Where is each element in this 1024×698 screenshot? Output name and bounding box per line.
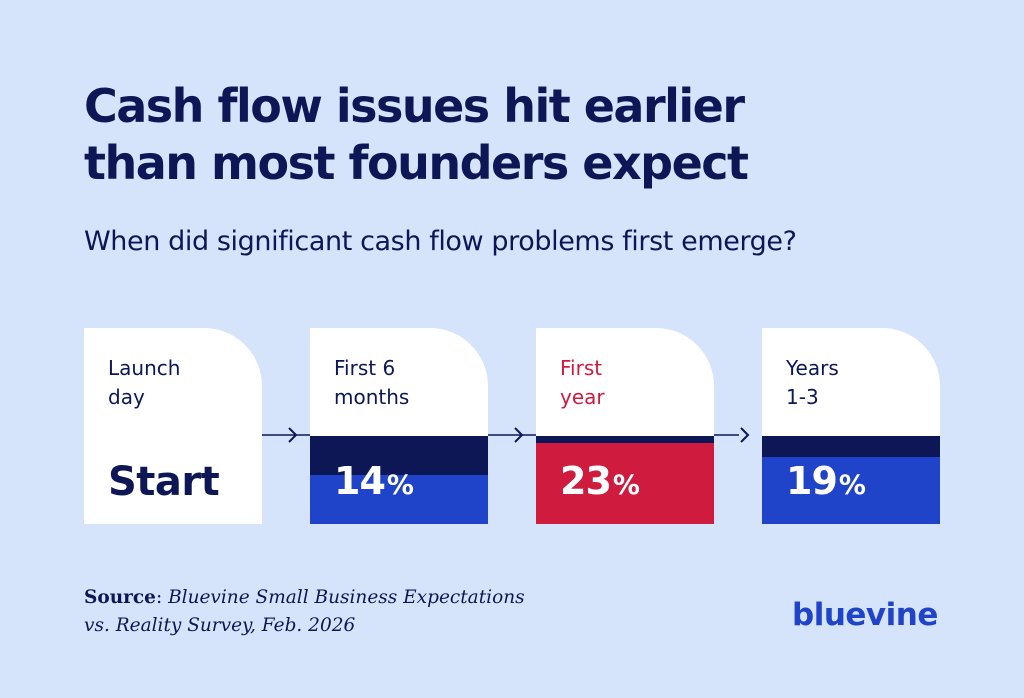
bar-value-fill (762, 457, 940, 524)
arrow-head-3 (740, 427, 750, 443)
stage-label-line: 1-3 (786, 385, 819, 409)
percent-sign: % (838, 470, 866, 501)
source-label: Source (84, 587, 156, 608)
source-separator: : (155, 587, 169, 608)
stage-label-line: First 6 (334, 356, 396, 380)
value-label: 19% (786, 459, 866, 503)
arrow-head-1 (288, 427, 298, 443)
page-title: Cash flow issues hit earlier than most f… (84, 78, 984, 192)
source-note: Source: Bluevine Small Business Expectat… (84, 584, 525, 640)
value-number: 19 (786, 459, 838, 503)
bar-value-fill (536, 443, 714, 524)
title-line-1: Cash flow issues hit earlier (84, 79, 745, 133)
stage-label: Launch day (108, 354, 180, 412)
stage-label-line: day (108, 385, 145, 409)
stage-label-line: First (560, 356, 603, 380)
value-number: 14 (334, 459, 386, 503)
start-text: Start (108, 459, 220, 505)
bar-first-year (536, 436, 714, 524)
stage-card-first-6-months: First 6 months 14% (310, 328, 488, 524)
source-line-1: Source: Bluevine Small Business Expectat… (84, 584, 525, 612)
percent-sign: % (612, 470, 640, 501)
value-label: 14% (334, 459, 414, 503)
bar-years-1-3 (762, 436, 940, 524)
stage-label-line: year (560, 385, 605, 409)
stage-label-line: Launch (108, 356, 181, 380)
percent-sign: % (386, 470, 414, 501)
stage-label-line: Years (786, 356, 839, 380)
stage-label: Years 1-3 (786, 354, 839, 412)
chart-subtitle: When did significant cash flow problems … (84, 226, 797, 257)
value-label: 23% (560, 459, 640, 503)
stage-label-line: months (334, 385, 410, 409)
source-text-2: vs. Reality Survey, Feb. 2026 (84, 615, 356, 636)
title-line-2: than most founders expect (84, 136, 749, 190)
arrow-head-2 (514, 427, 524, 443)
stage-label: First year (560, 354, 605, 412)
bluevine-logo: bluevine (792, 597, 938, 633)
bar-first-6-months (310, 436, 488, 524)
bar-value-fill (310, 475, 488, 524)
stage-card-launch-day: Launch day Start (84, 328, 262, 524)
stage-card-first-year: First year 23% (536, 328, 714, 524)
stage-card-years-1-3: Years 1-3 19% (762, 328, 940, 524)
stage-label: First 6 months (334, 354, 409, 412)
value-number: 23 (560, 459, 612, 503)
source-text-1: Bluevine Small Business Expectations (168, 587, 525, 608)
